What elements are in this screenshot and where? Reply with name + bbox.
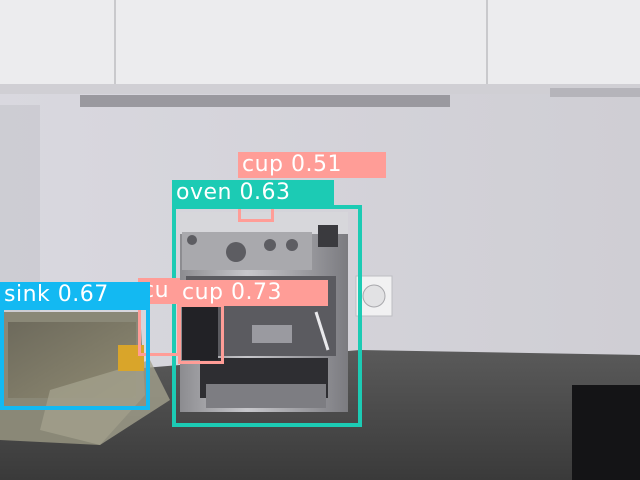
cup-detection-label-3: cup 0.73	[178, 280, 328, 306]
sink-detection-box	[0, 306, 150, 410]
stove-top	[572, 385, 640, 480]
oven-detection-label: oven 0.63	[172, 180, 334, 206]
cup-detection-box-3	[178, 304, 224, 364]
cup-detection-label-1: cup 0.51	[238, 152, 386, 178]
light-strip	[80, 95, 450, 107]
upper-cabinet	[0, 0, 640, 88]
oven-detection-box	[172, 205, 362, 427]
sink-detection-label: sink 0.67	[0, 282, 150, 308]
